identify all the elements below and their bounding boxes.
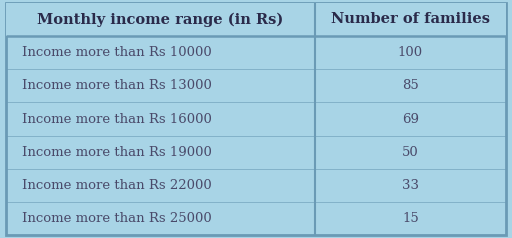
Bar	[6, 3, 506, 36]
Text: 15: 15	[402, 212, 419, 225]
Text: Income more than Rs 25000: Income more than Rs 25000	[22, 212, 211, 225]
Text: 33: 33	[402, 179, 419, 192]
Text: Income more than Rs 19000: Income more than Rs 19000	[22, 146, 211, 159]
Text: Income more than Rs 13000: Income more than Rs 13000	[22, 79, 211, 92]
Text: Income more than Rs 22000: Income more than Rs 22000	[22, 179, 211, 192]
Text: Number of families: Number of families	[331, 12, 490, 26]
Text: 85: 85	[402, 79, 419, 92]
Text: 69: 69	[402, 113, 419, 125]
Text: Monthly income range (in Rs): Monthly income range (in Rs)	[37, 12, 284, 27]
Text: Income more than Rs 16000: Income more than Rs 16000	[22, 113, 211, 125]
Text: 50: 50	[402, 146, 419, 159]
Text: Income more than Rs 10000: Income more than Rs 10000	[22, 46, 211, 59]
Text: 100: 100	[398, 46, 423, 59]
